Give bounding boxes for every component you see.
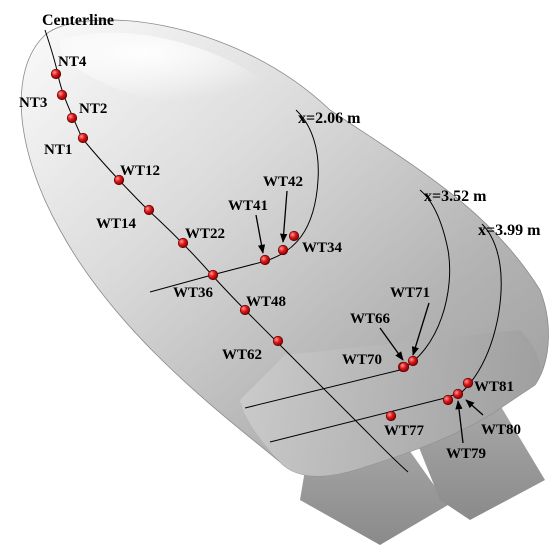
arrow-wt41 bbox=[255, 214, 266, 254]
station-label-x206: x=2.06 m bbox=[298, 110, 361, 127]
sensor-label-wt22: WT22 bbox=[185, 226, 225, 242]
sensor-label-wt12: WT12 bbox=[120, 163, 160, 179]
station-label-x352: x=3.52 m bbox=[424, 188, 487, 205]
nose-highlight bbox=[59, 32, 301, 114]
sensor-marker-nt3 bbox=[56, 89, 68, 101]
sensor-marker-wt41 bbox=[259, 254, 271, 266]
arrow-wt66 bbox=[379, 327, 404, 361]
sensor-marker-wt62 bbox=[272, 335, 284, 347]
sensor-marker-nt2 bbox=[66, 112, 78, 124]
sensor-marker-wt71 bbox=[407, 355, 419, 367]
sensor-label-wt41: WT41 bbox=[228, 198, 268, 214]
sensor-markers bbox=[50, 68, 474, 422]
sensor-marker-wt12 bbox=[113, 174, 125, 186]
sensor-marker-wt36 bbox=[207, 269, 219, 281]
sensor-marker-wt70 bbox=[398, 361, 410, 373]
sensor-label-wt48: WT48 bbox=[246, 294, 286, 310]
arrow-wt79 bbox=[455, 400, 464, 444]
sensor-marker-wt34 bbox=[288, 230, 300, 242]
sensor-marker-wt48 bbox=[239, 304, 251, 316]
sensor-label-nt3: NT3 bbox=[19, 95, 47, 111]
sensor-marker-nt4 bbox=[50, 68, 62, 80]
sensor-marker-wt77 bbox=[385, 410, 397, 422]
station-line-x206 bbox=[149, 109, 319, 293]
sensor-label-nt4: NT4 bbox=[58, 54, 87, 70]
sensor-marker-wt80 bbox=[452, 388, 464, 400]
annotation-arrows bbox=[255, 190, 484, 444]
arrow-wt80 bbox=[465, 399, 484, 416]
sensor-label-wt36: WT36 bbox=[173, 285, 214, 301]
sensor-marker-wt14 bbox=[143, 204, 155, 216]
sensor-label-wt80: WT80 bbox=[481, 422, 521, 438]
sensor-marker-wt81 bbox=[462, 377, 474, 389]
sensor-label-nt1: NT1 bbox=[44, 142, 72, 158]
sensor-label-wt70: WT70 bbox=[342, 352, 382, 368]
arrow-wt42 bbox=[280, 190, 288, 243]
centerline-label: Centerline bbox=[42, 12, 114, 29]
sensor-label-wt42: WT42 bbox=[263, 174, 303, 190]
sensor-label-wt77: WT77 bbox=[384, 423, 425, 439]
sensor-marker-nt1 bbox=[77, 132, 89, 144]
station-line-x352 bbox=[244, 189, 451, 409]
sensor-marker-wt42 bbox=[277, 244, 289, 256]
sensor-label-wt62: WT62 bbox=[222, 347, 262, 363]
body-underside bbox=[240, 330, 540, 477]
arrow-wt71 bbox=[411, 302, 430, 356]
sensor-label-wt71: WT71 bbox=[390, 285, 430, 301]
sensor-label-wt14: WT14 bbox=[96, 216, 137, 232]
sensor-label-wt34: WT34 bbox=[302, 240, 343, 256]
sensor-label-nt2: NT2 bbox=[79, 101, 107, 117]
sensor-marker-wt79 bbox=[442, 394, 454, 406]
sensor-label-wt79: WT79 bbox=[446, 446, 486, 462]
sensor-marker-wt22 bbox=[177, 237, 189, 249]
station-label-x399: x=3.99 m bbox=[478, 222, 541, 239]
sensor-label-wt66: WT66 bbox=[350, 311, 391, 327]
sensor-label-wt81: WT81 bbox=[474, 379, 514, 395]
